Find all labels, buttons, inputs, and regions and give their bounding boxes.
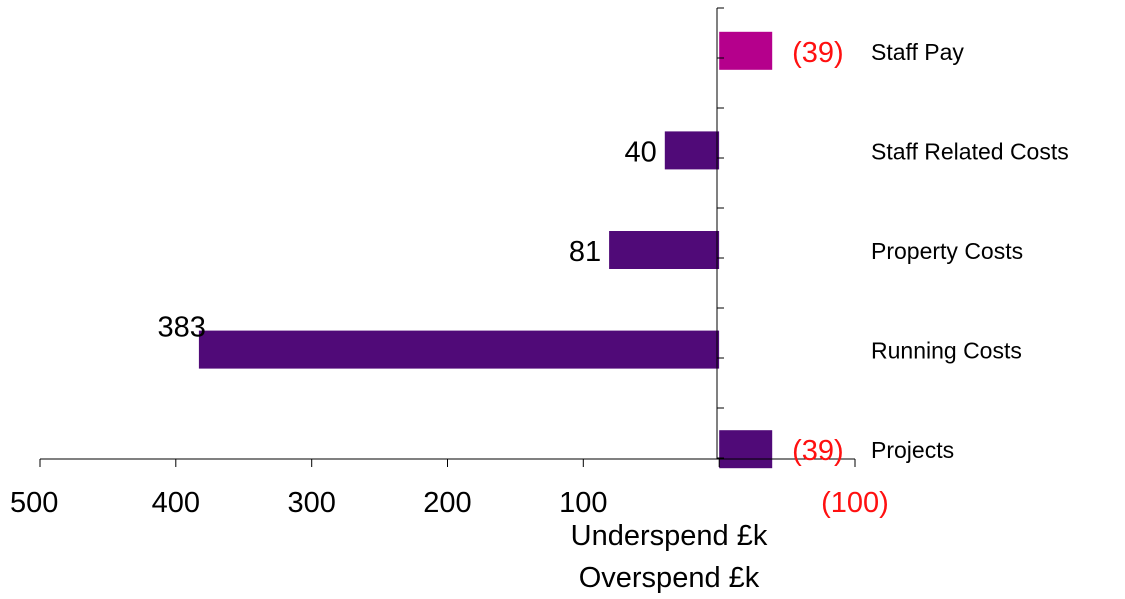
bar-2 [609,231,720,269]
x-tick-label-6: (100) [821,487,889,519]
bar-0 [719,31,773,70]
data-label-3: 383 [158,312,206,344]
bar-4 [719,430,773,469]
bar-3 [198,330,720,369]
data-label-4: (39) [792,435,844,467]
x-axis-title-line-1: Overspend £k [579,562,760,594]
category-label-1: Staff Related Costs [871,138,1069,164]
data-label-0: (39) [792,37,844,69]
category-label-2: Property Costs [871,238,1023,264]
category-label-4: Projects [871,437,954,463]
x-tick-label-3: 200 [423,487,471,519]
bar-1 [664,131,720,170]
category-label-3: Running Costs [871,338,1022,364]
category-label-0: Staff Pay [871,39,964,65]
data-label-2: 81 [569,236,601,268]
x-axis-title-line-0: Underspend £k [571,520,768,552]
x-tick-label-0: 500 [10,487,58,519]
data-label-1: 40 [625,136,657,168]
x-tick-label-2: 300 [288,487,336,519]
x-tick-label-4: 100 [559,487,607,519]
x-tick-label-1: 400 [152,487,200,519]
